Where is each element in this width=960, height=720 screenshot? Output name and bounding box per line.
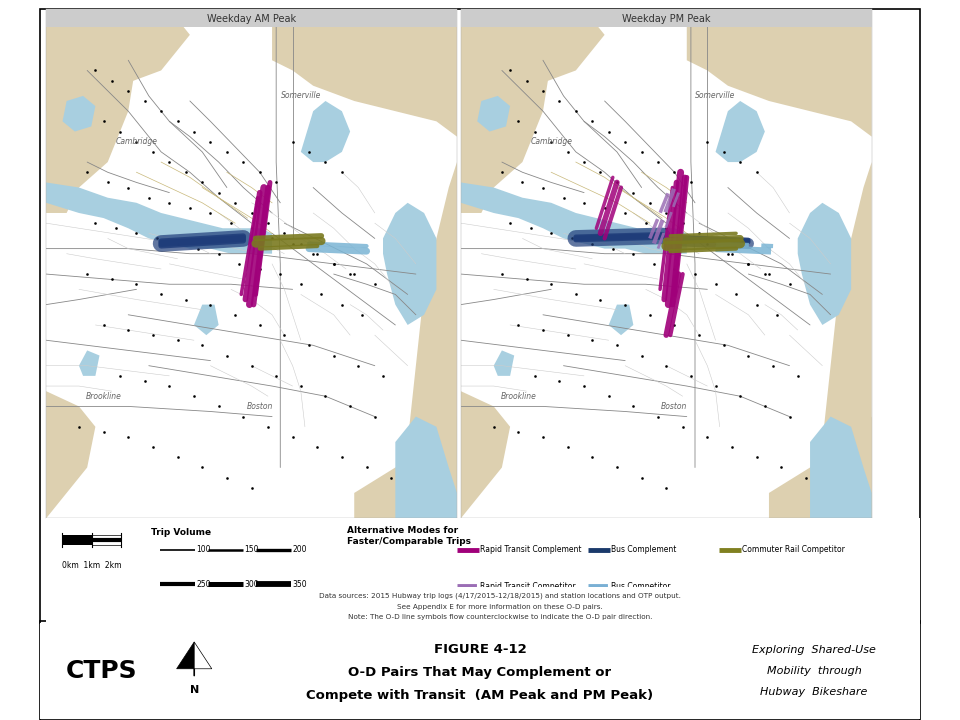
- Bar: [91, 535, 121, 544]
- Text: Bus Complement: Bus Complement: [612, 545, 677, 554]
- Text: Brookline: Brookline: [500, 392, 537, 401]
- Text: Rapid Transit Complement: Rapid Transit Complement: [480, 545, 582, 554]
- Polygon shape: [383, 203, 437, 325]
- Polygon shape: [194, 305, 219, 335]
- Polygon shape: [46, 9, 136, 213]
- Text: Mobility  through: Mobility through: [767, 666, 861, 675]
- Polygon shape: [46, 182, 272, 253]
- Text: Commuter Rail Competitor: Commuter Rail Competitor: [742, 545, 845, 554]
- Polygon shape: [177, 642, 194, 669]
- Polygon shape: [461, 182, 686, 253]
- Bar: [46, 9, 457, 27]
- Polygon shape: [493, 351, 515, 376]
- Polygon shape: [477, 96, 510, 132]
- Bar: [40, 621, 920, 720]
- Text: Cambridge: Cambridge: [530, 138, 572, 146]
- Text: N: N: [189, 685, 199, 695]
- Text: O-D Pairs That May Complement or: O-D Pairs That May Complement or: [348, 666, 612, 679]
- Polygon shape: [62, 96, 95, 132]
- Polygon shape: [272, 9, 457, 137]
- Text: Note: The O-D line symbols flow counterclockwise to indicate the O-D pair direct: Note: The O-D line symbols flow counterc…: [348, 614, 653, 621]
- Text: Boston: Boston: [247, 402, 273, 411]
- Polygon shape: [715, 101, 765, 162]
- Polygon shape: [408, 162, 457, 518]
- Polygon shape: [396, 417, 457, 518]
- Polygon shape: [194, 642, 212, 669]
- Text: Somerville: Somerville: [695, 91, 735, 100]
- Text: Compete with Transit  (AM Peak and PM Peak): Compete with Transit (AM Peak and PM Pea…: [306, 689, 654, 702]
- Polygon shape: [798, 203, 852, 325]
- Polygon shape: [79, 351, 100, 376]
- Text: FIGURE 4-12: FIGURE 4-12: [434, 643, 526, 656]
- Text: Alternative Modes for
Faster/Comparable Trips: Alternative Modes for Faster/Comparable …: [348, 526, 471, 546]
- Text: 350: 350: [293, 580, 307, 589]
- Bar: [461, 9, 872, 27]
- Text: 200: 200: [293, 545, 307, 554]
- Bar: [40, 9, 920, 623]
- Text: Trip Volume: Trip Volume: [151, 528, 211, 537]
- Polygon shape: [810, 417, 872, 518]
- Polygon shape: [300, 101, 350, 162]
- Bar: [61, 535, 91, 544]
- Text: 100: 100: [197, 545, 211, 554]
- Polygon shape: [461, 391, 510, 518]
- Text: 250: 250: [197, 580, 211, 589]
- Text: Cambridge: Cambridge: [115, 138, 157, 146]
- Text: Boston: Boston: [661, 402, 687, 411]
- Text: Brookline: Brookline: [85, 392, 122, 401]
- Text: See Appendix E for more information on these O-D pairs.: See Appendix E for more information on t…: [397, 603, 603, 610]
- Text: Rapid Transit Competitor: Rapid Transit Competitor: [480, 582, 576, 591]
- Text: 150: 150: [245, 545, 259, 554]
- Polygon shape: [46, 391, 95, 518]
- Text: 0km  1km  2km: 0km 1km 2km: [61, 561, 121, 570]
- Polygon shape: [823, 162, 872, 518]
- Polygon shape: [461, 9, 551, 213]
- Polygon shape: [769, 417, 872, 518]
- Polygon shape: [46, 9, 190, 111]
- Text: CTPS: CTPS: [66, 659, 137, 683]
- Polygon shape: [686, 9, 872, 137]
- Text: Weekday AM Peak: Weekday AM Peak: [207, 14, 296, 24]
- Polygon shape: [609, 305, 634, 335]
- Text: Somerville: Somerville: [280, 91, 321, 100]
- Text: Bus Competitor: Bus Competitor: [612, 582, 671, 591]
- Polygon shape: [461, 9, 605, 111]
- Text: 300: 300: [245, 580, 259, 589]
- Text: Weekday PM Peak: Weekday PM Peak: [622, 14, 710, 24]
- Polygon shape: [354, 417, 457, 518]
- Text: Exploring  Shared-Use: Exploring Shared-Use: [753, 644, 876, 654]
- Text: Hubway  Bikeshare: Hubway Bikeshare: [760, 687, 868, 697]
- Text: Data sources: 2015 Hubway trip logs (4/17/2015-12/18/2015) and station locations: Data sources: 2015 Hubway trip logs (4/1…: [320, 593, 682, 599]
